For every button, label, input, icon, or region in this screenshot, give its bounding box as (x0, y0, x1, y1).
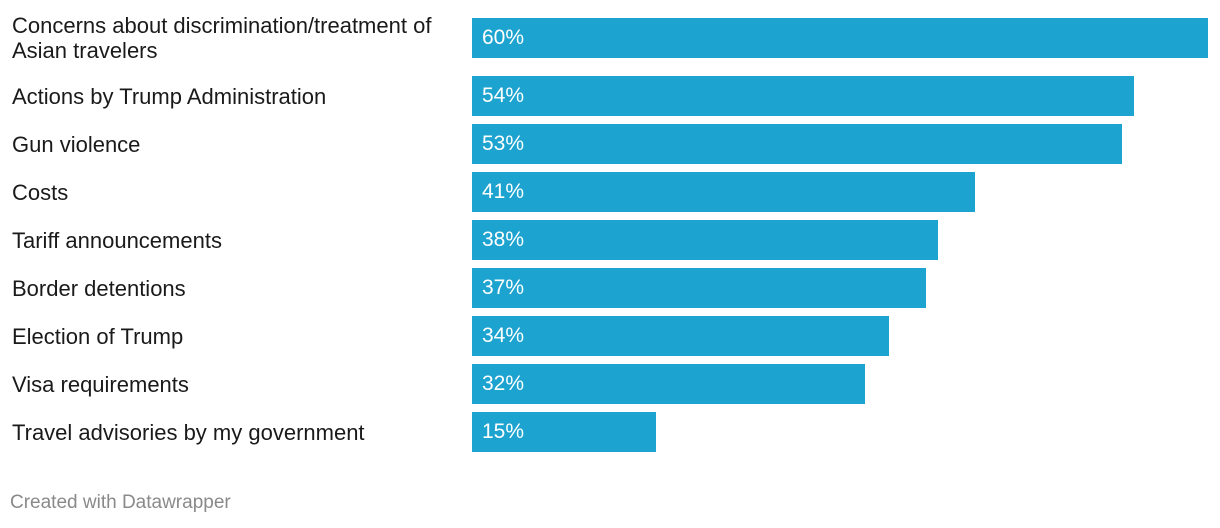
datawrapper-credit[interactable]: Created with Datawrapper (10, 492, 231, 513)
value-label: 32% (482, 372, 525, 395)
value-label: 34% (482, 324, 525, 347)
category-label: Election of Trump (12, 324, 184, 349)
bar-chart: Concerns about discrimination/treatment … (12, 13, 1208, 452)
category-label: Travel advisories by my government (12, 420, 365, 445)
bar: 38% (472, 220, 938, 260)
bar: 41% (472, 172, 975, 212)
bar: 60% (472, 18, 1208, 58)
value-label: 37% (482, 276, 525, 299)
bar: 15% (472, 412, 656, 452)
category-label: Visa requirements (12, 372, 189, 397)
category-label: Concerns about discrimination/treatment … (12, 13, 432, 63)
value-label: 53% (482, 132, 525, 155)
value-label: 41% (482, 180, 525, 203)
value-label: 38% (482, 228, 525, 251)
bar: 32% (472, 364, 865, 404)
bar: 54% (472, 76, 1134, 116)
value-label: 60% (482, 26, 525, 49)
bar: 53% (472, 124, 1122, 164)
bar: 34% (472, 316, 889, 356)
category-label: Costs (12, 180, 69, 205)
category-label: Actions by Trump Administration (12, 84, 327, 109)
category-label: Gun violence (12, 132, 141, 157)
value-label: 15% (482, 420, 525, 443)
category-label: Border detentions (12, 276, 186, 301)
value-label: 54% (482, 84, 525, 107)
category-label: Tariff announcements (12, 228, 222, 253)
bar: 37% (472, 268, 926, 308)
